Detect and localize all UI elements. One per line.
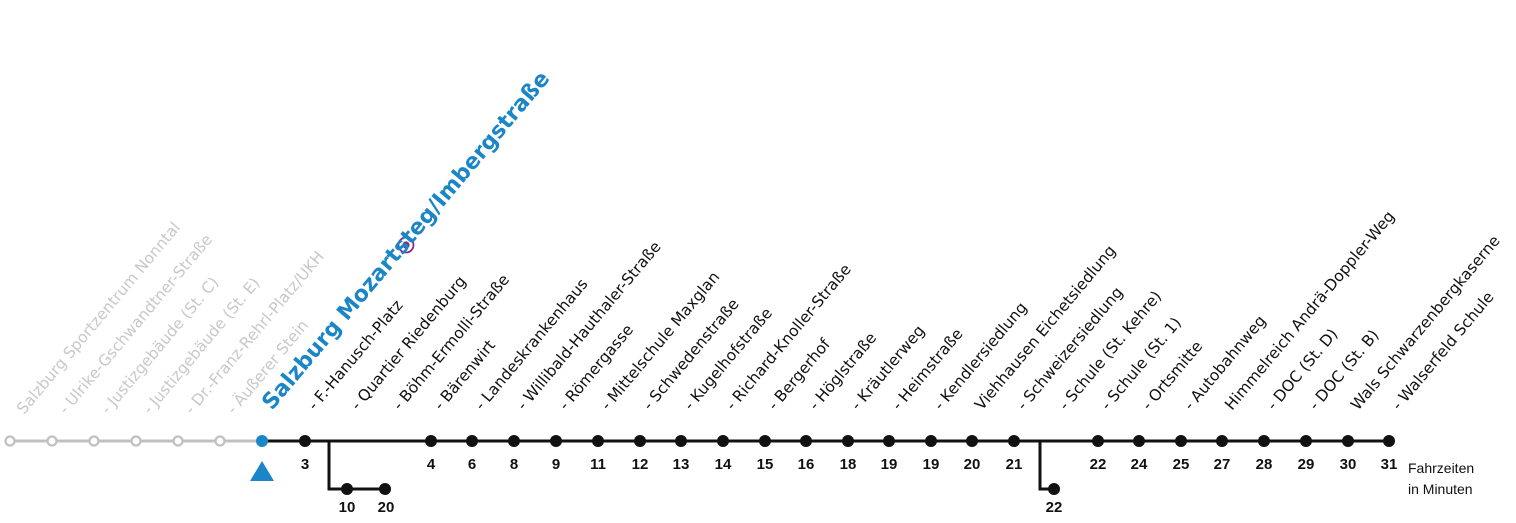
stop-dot <box>379 483 391 495</box>
travel-time: 30 <box>1340 456 1357 473</box>
travel-time: 20 <box>378 499 395 516</box>
stop-dot <box>1342 435 1354 447</box>
travel-time: 14 <box>715 456 732 473</box>
branch-line-1 <box>327 441 385 491</box>
stop-dot <box>1300 435 1312 447</box>
travel-time: 20 <box>964 456 981 473</box>
travel-time: 16 <box>798 456 815 473</box>
travel-time: 21 <box>1006 456 1023 473</box>
current-position-triangle-icon <box>250 461 274 481</box>
stop-dot <box>842 435 854 447</box>
stop-dot <box>759 435 771 447</box>
travel-time: 18 <box>840 456 857 473</box>
stop-dot <box>1048 483 1060 495</box>
stop-dot <box>1092 435 1104 447</box>
stop-dot <box>717 435 729 447</box>
past-stop-dot <box>214 435 226 447</box>
stop-dot <box>425 435 437 447</box>
travel-times: 3 10 20 4 6 8 9 11 12 13 14 15 16 18 19 19 20 21 22 22 24 25 2… <box>301 456 1398 516</box>
past-stop-dot <box>88 435 100 447</box>
stop-dot <box>508 435 520 447</box>
stop-label: - Römergasse <box>555 321 637 414</box>
stop-dot <box>1383 435 1395 447</box>
past-stop-dot <box>46 435 58 447</box>
legend-line-1: Fahrzeiten <box>1408 460 1474 476</box>
travel-time: 19 <box>923 456 940 473</box>
stop-dot <box>1216 435 1228 447</box>
stop-dot <box>1258 435 1270 447</box>
stop-dot <box>341 483 353 495</box>
branch-line-2 <box>1038 441 1054 491</box>
current-stop-dot <box>256 435 268 447</box>
stop-dot <box>800 435 812 447</box>
travel-time: 9 <box>552 456 560 473</box>
stop-dot <box>299 435 311 447</box>
stop-dot <box>634 435 646 447</box>
past-stop-dot <box>4 435 16 447</box>
travel-time: 25 <box>1173 456 1190 473</box>
travel-time: 29 <box>1298 456 1315 473</box>
stop-dot <box>1133 435 1145 447</box>
stop-dot <box>466 435 478 447</box>
stop-dot <box>592 435 604 447</box>
stop-dot <box>925 435 937 447</box>
travel-time: 31 <box>1381 456 1398 473</box>
travel-time: 10 <box>339 499 356 516</box>
travel-time: 15 <box>757 456 774 473</box>
past-stop-dot <box>172 435 184 447</box>
stop-label: Wals Schwarzenbergkaserne <box>1347 232 1503 414</box>
stop-dots <box>4 236 1395 495</box>
travel-time: 13 <box>673 456 690 473</box>
travel-time: 27 <box>1214 456 1231 473</box>
legend-line-2: in Minuten <box>1408 481 1473 497</box>
interchange-ring-icon <box>397 236 415 254</box>
travel-time: 8 <box>510 456 518 473</box>
travel-time: 12 <box>632 456 649 473</box>
travel-time: 28 <box>1256 456 1273 473</box>
travel-time: 3 <box>301 456 309 473</box>
stop-labels: Salzburg Sportzentrum Nonntal- Ulrike-Gs… <box>13 67 1503 418</box>
travel-time: 11 <box>590 456 606 473</box>
past-stop-dot <box>130 435 142 447</box>
travel-time: 24 <box>1131 456 1148 473</box>
travel-time: 22 <box>1046 499 1063 516</box>
stop-dot <box>883 435 895 447</box>
stop-dot <box>675 435 687 447</box>
travel-time: 6 <box>468 456 476 473</box>
stop-dot <box>966 435 978 447</box>
travel-time: 22 <box>1090 456 1107 473</box>
stop-dot <box>1175 435 1187 447</box>
travel-time: 19 <box>881 456 898 473</box>
travel-time: 4 <box>427 456 436 473</box>
stop-dot <box>550 435 562 447</box>
stop-dot <box>1008 435 1020 447</box>
